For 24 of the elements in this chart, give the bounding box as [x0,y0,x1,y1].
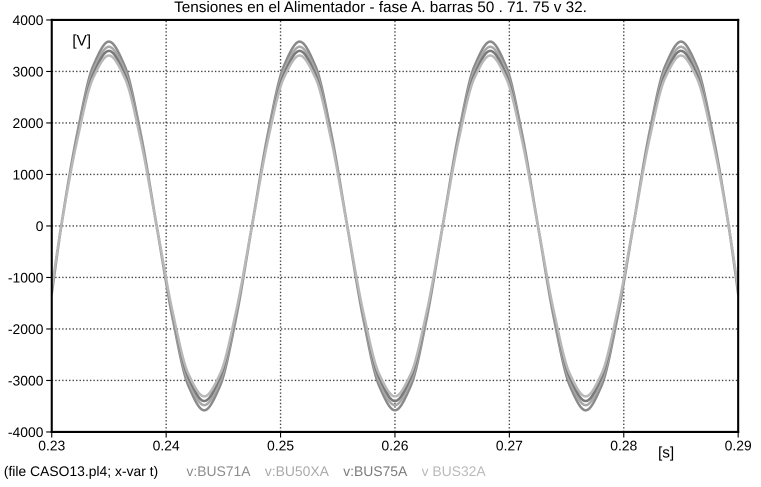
x-tick-label: 0.23 [38,440,65,451]
y-tick-label: 2000 [13,118,43,128]
y-tick-label: -1000 [8,272,43,283]
text: (file CASO13.pl4; x-var t) [4,466,158,479]
text: v:BUS75A [343,466,408,476]
text: v:BU50XA [264,466,329,476]
x-tick-label: 0.29 [725,440,752,451]
text: v:BUS71A [186,466,250,476]
y-tick-label: 0 [36,221,43,232]
y-axis-title: [V] [73,34,90,49]
x-tick-label: 0.26 [382,440,408,451]
text: v BUS32A [422,466,486,476]
y-tick-label: 1000 [14,170,43,180]
chart-title: Tensiones en el Alimentador - fase A. barras 50 . 71. 75 v 32. [174,0,586,12]
x-tick-label: 0.25 [268,440,294,451]
y-tick-label: -2000 [8,324,43,334]
x-axis-title: [s] [659,446,674,461]
y-tick-label: 3000 [13,66,43,77]
y-tick-label: -4000 [8,427,43,438]
y-tick-label: -3000 [8,376,43,386]
y-tick-label: 4000 [12,15,43,26]
x-tick-label: 0.28 [610,440,637,451]
x-tick-label: 0.24 [153,440,180,451]
x-tick-label: 0.27 [496,440,522,451]
